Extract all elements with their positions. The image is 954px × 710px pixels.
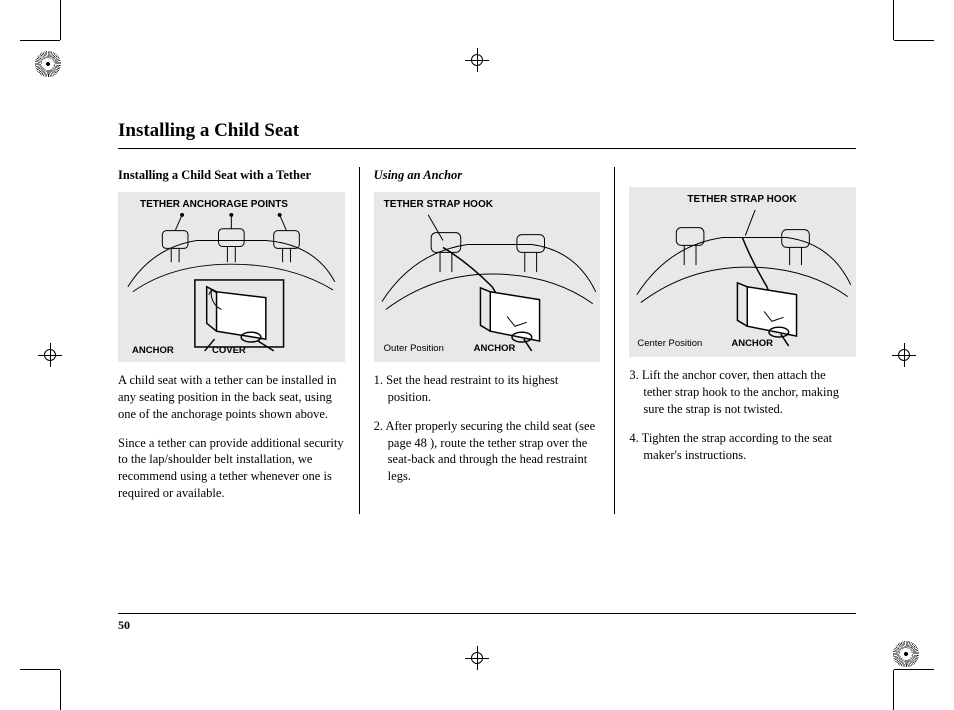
fig1-label-anchor: ANCHOR <box>132 345 174 358</box>
color-rosette-br <box>892 640 920 668</box>
page-number: 50 <box>118 613 856 633</box>
figure-anchorage-points: TETHER ANCHORAGE POINTS <box>118 192 345 362</box>
column-3: TETHER STRAP HOOK <box>614 167 856 514</box>
fig2-illustration <box>374 192 601 362</box>
crop-mark-tr <box>894 40 934 80</box>
figure-center-position: TETHER STRAP HOOK <box>629 187 856 357</box>
col3-step4: 4. Tighten the strap according to the se… <box>629 430 856 464</box>
fig1-illustration <box>118 192 345 362</box>
columns: Installing a Child Seat with a Tether TE… <box>118 167 856 514</box>
fig2-label-anchor: ANCHOR <box>474 343 516 356</box>
crop-mark-bl <box>20 630 60 670</box>
col1-p1: A child seat with a tether can be instal… <box>118 372 345 423</box>
column-2: Using an Anchor TETHER STRAP HOOK <box>359 167 615 514</box>
registration-mark-bottom <box>465 646 489 670</box>
page-content: Installing a Child Seat Installing a Chi… <box>118 120 856 605</box>
fig3-label-anchor: ANCHOR <box>731 338 773 351</box>
column-1: Installing a Child Seat with a Tether TE… <box>118 167 359 514</box>
page-title: Installing a Child Seat <box>118 120 856 149</box>
spacer <box>629 167 856 187</box>
color-rosette-tl <box>34 50 62 78</box>
col1-p2: Since a tether can provide additional se… <box>118 435 345 503</box>
col2-step2: 2. After properly securing the child sea… <box>374 418 601 486</box>
registration-mark-left <box>38 343 62 367</box>
fig1-label-cover: COVER <box>212 345 246 358</box>
fig3-illustration <box>629 187 856 357</box>
col1-heading: Installing a Child Seat with a Tether <box>118 167 345 184</box>
col3-step3: 3. Lift the anchor cover, then attach th… <box>629 367 856 418</box>
figure-outer-position: TETHER STRAP HOOK <box>374 192 601 362</box>
col2-step1: 1. Set the head restraint to its highest… <box>374 372 601 406</box>
registration-mark-right <box>892 343 916 367</box>
fig2-label-pos: Outer Position <box>384 343 444 356</box>
registration-mark-top <box>465 48 489 72</box>
fig3-label-pos: Center Position <box>637 338 702 351</box>
col2-heading: Using an Anchor <box>374 167 601 184</box>
